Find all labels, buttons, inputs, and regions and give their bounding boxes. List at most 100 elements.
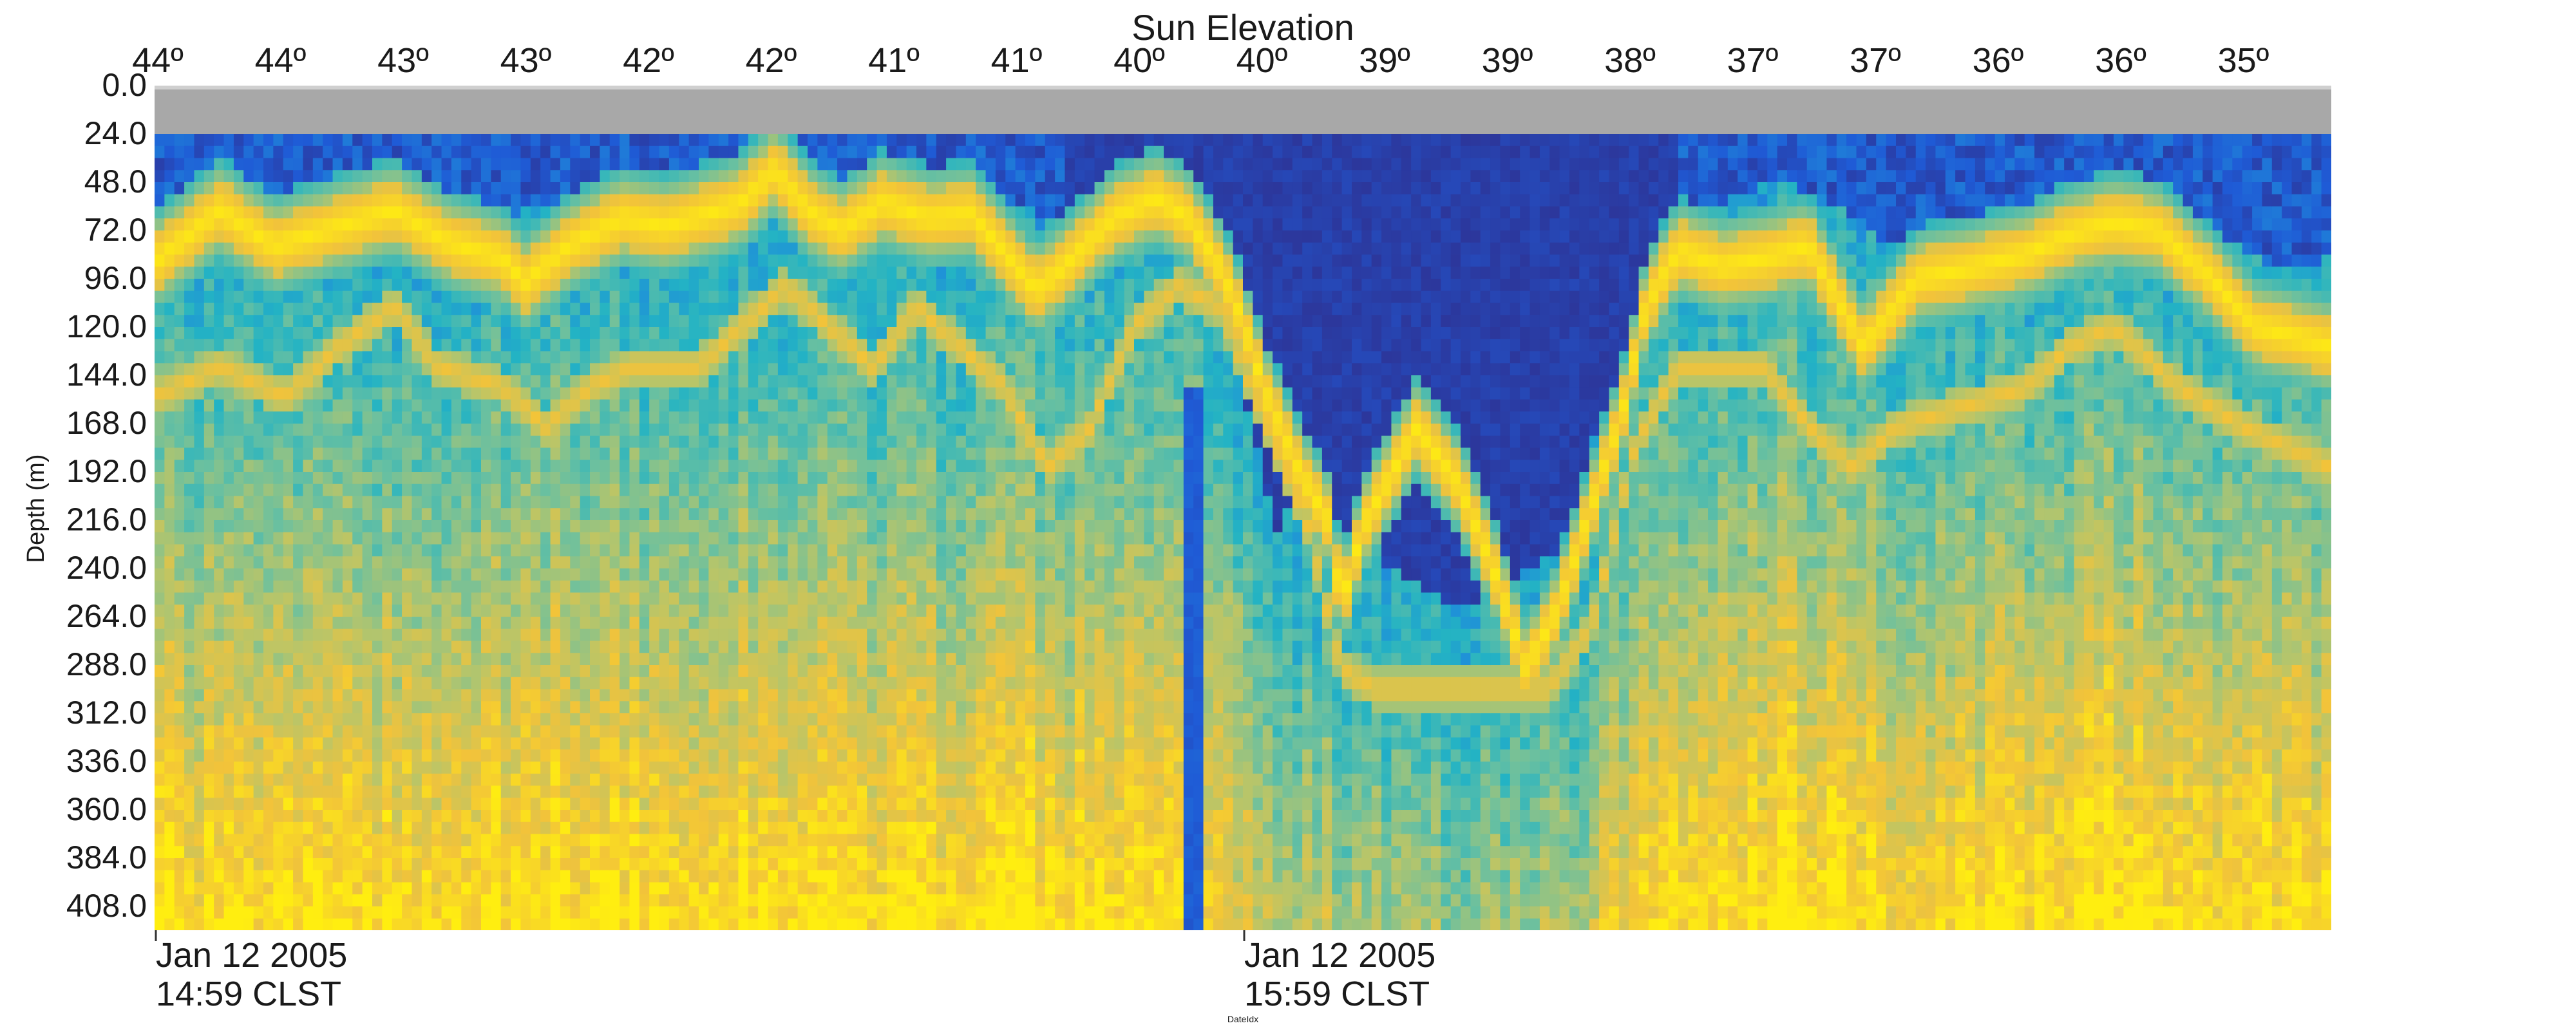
heatmap-cell [233, 918, 244, 930]
heatmap-cell [788, 628, 799, 642]
heatmap-cell [679, 399, 690, 412]
heatmap-cell [688, 762, 699, 774]
heatmap-cell [580, 870, 591, 883]
heatmap-cell [155, 182, 165, 195]
heatmap-cell [659, 496, 670, 509]
heatmap-cell [194, 882, 205, 895]
heatmap-cell [451, 218, 462, 231]
heatmap-cell [332, 508, 343, 521]
heatmap-cell [609, 858, 620, 871]
heatmap-cell [352, 918, 363, 930]
heatmap-cell [323, 798, 334, 810]
heatmap-cell [362, 665, 373, 678]
heatmap-cell [886, 170, 897, 183]
heatmap-cell [332, 447, 343, 460]
heatmap-cell [471, 798, 482, 810]
heatmap-cell [708, 158, 719, 171]
heatmap-cell [174, 580, 185, 594]
heatmap-cell [679, 242, 690, 256]
heatmap-cell [283, 363, 294, 376]
heatmap-cell [738, 170, 749, 183]
heatmap-cell [668, 906, 679, 919]
heatmap-cell [481, 375, 491, 388]
heatmap-cell [857, 145, 867, 159]
heatmap-cell [461, 810, 472, 823]
heatmap-cell [590, 894, 600, 907]
heatmap-cell [233, 701, 244, 714]
heatmap-cell [451, 483, 462, 497]
heatmap-cell [620, 798, 630, 810]
heatmap-cell [768, 713, 779, 726]
heatmap-cell [668, 773, 679, 787]
heatmap-cell [718, 206, 729, 219]
heatmap-cell [590, 399, 600, 412]
heatmap-cell [620, 351, 630, 364]
heatmap-cell [797, 303, 808, 315]
heatmap-cell [402, 508, 413, 521]
heatmap-cell [520, 472, 531, 485]
heatmap-cell [283, 520, 294, 533]
heatmap-cell [827, 230, 838, 243]
heatmap-cell [629, 170, 640, 183]
heatmap-cell [688, 230, 699, 243]
heatmap-cell [629, 134, 640, 147]
heatmap-cell [184, 483, 195, 497]
heatmap-cell [876, 399, 887, 412]
heatmap-cell [164, 242, 175, 256]
heatmap-cell [392, 810, 402, 823]
heatmap-cell [223, 411, 234, 424]
heatmap-cell [402, 182, 413, 195]
heatmap-cell [511, 267, 522, 279]
heatmap-cell [323, 496, 334, 509]
heatmap-cell [570, 339, 581, 352]
heatmap-cell [659, 230, 670, 243]
heatmap-cell [303, 834, 314, 847]
heatmap-cell [867, 798, 878, 810]
heatmap-cell [629, 882, 640, 895]
heatmap-cell [808, 918, 818, 930]
heatmap-cell [837, 665, 848, 678]
heatmap-cell [312, 568, 323, 581]
heatmap-cell [639, 858, 650, 871]
heatmap-cell [194, 472, 205, 485]
heatmap-cell [223, 785, 234, 798]
heatmap-cell [293, 882, 304, 895]
heatmap-cell [511, 701, 522, 714]
heatmap-cell [560, 508, 571, 521]
heatmap-cell [511, 315, 522, 328]
heatmap-cell [738, 918, 749, 930]
heatmap-cell [827, 544, 838, 557]
heatmap-cell [451, 170, 462, 183]
heatmap-cell [620, 424, 630, 436]
heatmap-cell [283, 194, 294, 207]
heatmap-cell [797, 134, 808, 147]
heatmap-cell [303, 520, 314, 533]
heatmap-cell [372, 242, 383, 256]
heatmap-cell [817, 749, 828, 762]
heatmap-cell [659, 170, 670, 183]
heatmap-cell [708, 182, 719, 195]
heatmap-cell [283, 653, 294, 666]
heatmap-cell [471, 592, 482, 605]
heatmap-cell [580, 218, 591, 231]
heatmap-cell [303, 194, 314, 207]
heatmap-cell [560, 315, 571, 328]
heatmap-cell [688, 810, 699, 823]
heatmap-cell [332, 821, 343, 835]
heatmap-cell [312, 580, 323, 594]
heatmap-cell [520, 303, 531, 315]
heatmap-cell [649, 242, 660, 256]
heatmap-cell [886, 387, 897, 400]
heatmap-cell [332, 399, 343, 412]
heatmap-cell [788, 267, 799, 279]
heatmap-cell [312, 604, 323, 617]
heatmap-cell [777, 592, 788, 605]
heatmap-cell [530, 375, 541, 388]
heatmap-cell [600, 483, 611, 497]
heatmap-cell [876, 206, 887, 219]
heatmap-cell [273, 641, 284, 653]
heatmap-cell [283, 713, 294, 726]
heatmap-cell [461, 918, 472, 930]
heatmap-cell [738, 592, 749, 605]
heatmap-cell [580, 906, 591, 919]
